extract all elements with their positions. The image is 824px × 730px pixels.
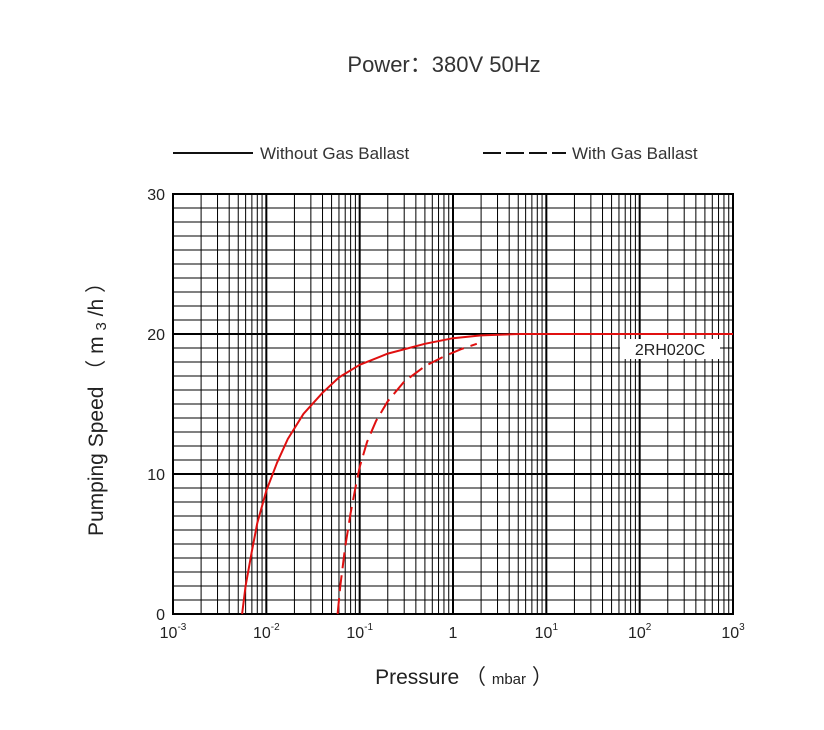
y-axis-unit-sub: 3	[93, 322, 110, 330]
chart-title: Power：380V 50Hz	[347, 52, 540, 77]
x-tick-label: 101	[535, 622, 559, 642]
y-tick-label: 0	[156, 607, 165, 624]
grid	[172, 193, 733, 615]
legend: Without Gas Ballast With Gas Ballast	[173, 144, 698, 163]
y-axis-unit-pre: m	[85, 336, 108, 354]
x-tick-label: 102	[628, 622, 652, 642]
legend-label-with-gas-ballast: With Gas Ballast	[572, 144, 698, 163]
y-tick-label: 20	[147, 327, 165, 344]
y-axis-close-paren: ）	[85, 272, 108, 293]
curve-annotation: 2RH020C	[620, 339, 720, 359]
x-axis-label-main: Pressure	[375, 666, 459, 689]
annotation-background	[620, 339, 720, 359]
x-tick-label: 10-2	[253, 622, 280, 642]
y-axis-open-paren: （	[85, 360, 108, 381]
x-axis-label: Pressure （ mbar ）	[375, 666, 553, 689]
y-axis-label: Pumping Speed （ m 3 /h ）	[85, 272, 111, 536]
y-tick-labels: 0 10 20 30	[147, 187, 165, 624]
series-group	[241, 333, 733, 615]
x-tick-labels: 10-3 10-2 10-1 1 101 102 103	[160, 622, 745, 642]
x-tick-label: 10-3	[160, 622, 187, 642]
x-axis-open-paren: （	[465, 666, 486, 689]
series-line-with-gas-ballast	[336, 342, 478, 615]
x-axis-close-paren: ）	[532, 666, 553, 689]
x-axis-unit: mbar	[492, 671, 526, 688]
y-tick-label: 10	[147, 467, 165, 484]
x-tick-label: 103	[721, 622, 745, 642]
annotation-label: 2RH020C	[635, 342, 705, 359]
plot-frame	[172, 193, 734, 615]
x-tick-label: 1	[449, 625, 458, 642]
x-tick-label: 10-1	[346, 622, 373, 642]
y-tick-label: 30	[147, 187, 165, 204]
series-line-without-gas-ballast	[241, 333, 733, 615]
y-axis-label-main: Pumping Speed	[85, 387, 108, 536]
legend-label-without-gas-ballast: Without Gas Ballast	[260, 144, 410, 163]
y-axis-unit-post: /h	[85, 299, 108, 317]
